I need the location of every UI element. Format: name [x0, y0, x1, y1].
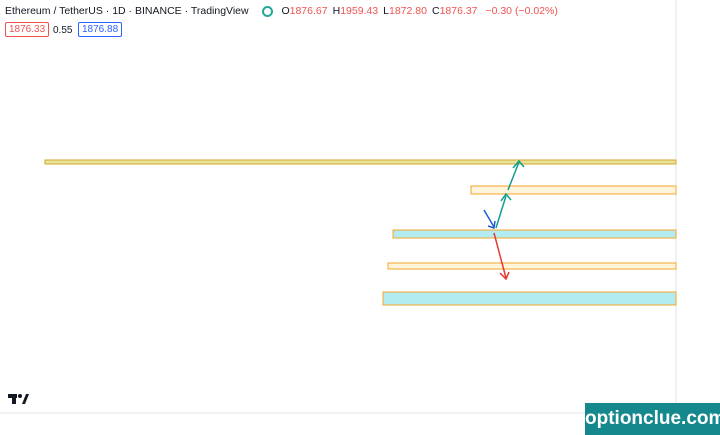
- ohlc-label: C: [431, 5, 440, 17]
- zone: [382, 291, 677, 306]
- ohlc-value: 1876.37: [439, 5, 478, 17]
- spread: 0.55: [53, 25, 73, 36]
- symbol: Ethereum / TetherUS: [5, 5, 103, 17]
- buy-price[interactable]: 1876.88: [78, 22, 123, 37]
- exchange: BINANCE: [134, 5, 182, 17]
- drawings: [44, 159, 677, 306]
- symbol-line: Ethereum / TetherUS · 1D · BINANCE · Tra…: [5, 5, 558, 17]
- zone: [392, 229, 677, 239]
- ohlc-value: 1872.80: [389, 5, 427, 17]
- status-dot: [261, 5, 273, 17]
- arrow: [495, 195, 507, 229]
- arrow-head: [487, 220, 496, 229]
- ohlc-label: H: [332, 5, 341, 17]
- arrow: [483, 209, 495, 228]
- zone: [470, 185, 677, 195]
- resistance-zone: [44, 159, 677, 165]
- change: −0.30 (−0.02%): [485, 5, 558, 17]
- ohlc: O1876.67 H1959.43 L1872.80 C1876.37: [281, 5, 482, 17]
- source: TradingView: [190, 5, 249, 17]
- logo-part: [18, 394, 22, 398]
- tv-logo: [8, 394, 29, 404]
- ohlc-label: O: [281, 5, 290, 17]
- arrow-head: [512, 159, 525, 169]
- sell-price[interactable]: 1876.33: [5, 22, 50, 37]
- ohlc-label: L: [383, 5, 389, 17]
- ohlc-value: 1959.43: [340, 5, 379, 17]
- arrow: [507, 161, 520, 191]
- zone: [387, 262, 677, 270]
- arrow: [493, 232, 507, 279]
- arrows: [483, 159, 525, 281]
- interval: 1D: [112, 5, 126, 17]
- logo-part: [22, 394, 29, 404]
- watermark: optionclue.com: [585, 403, 720, 435]
- logo-part: [12, 394, 16, 404]
- arrow-head: [500, 192, 512, 202]
- ohlc-value: 1876.67: [289, 5, 328, 17]
- arrow-head: [499, 271, 510, 281]
